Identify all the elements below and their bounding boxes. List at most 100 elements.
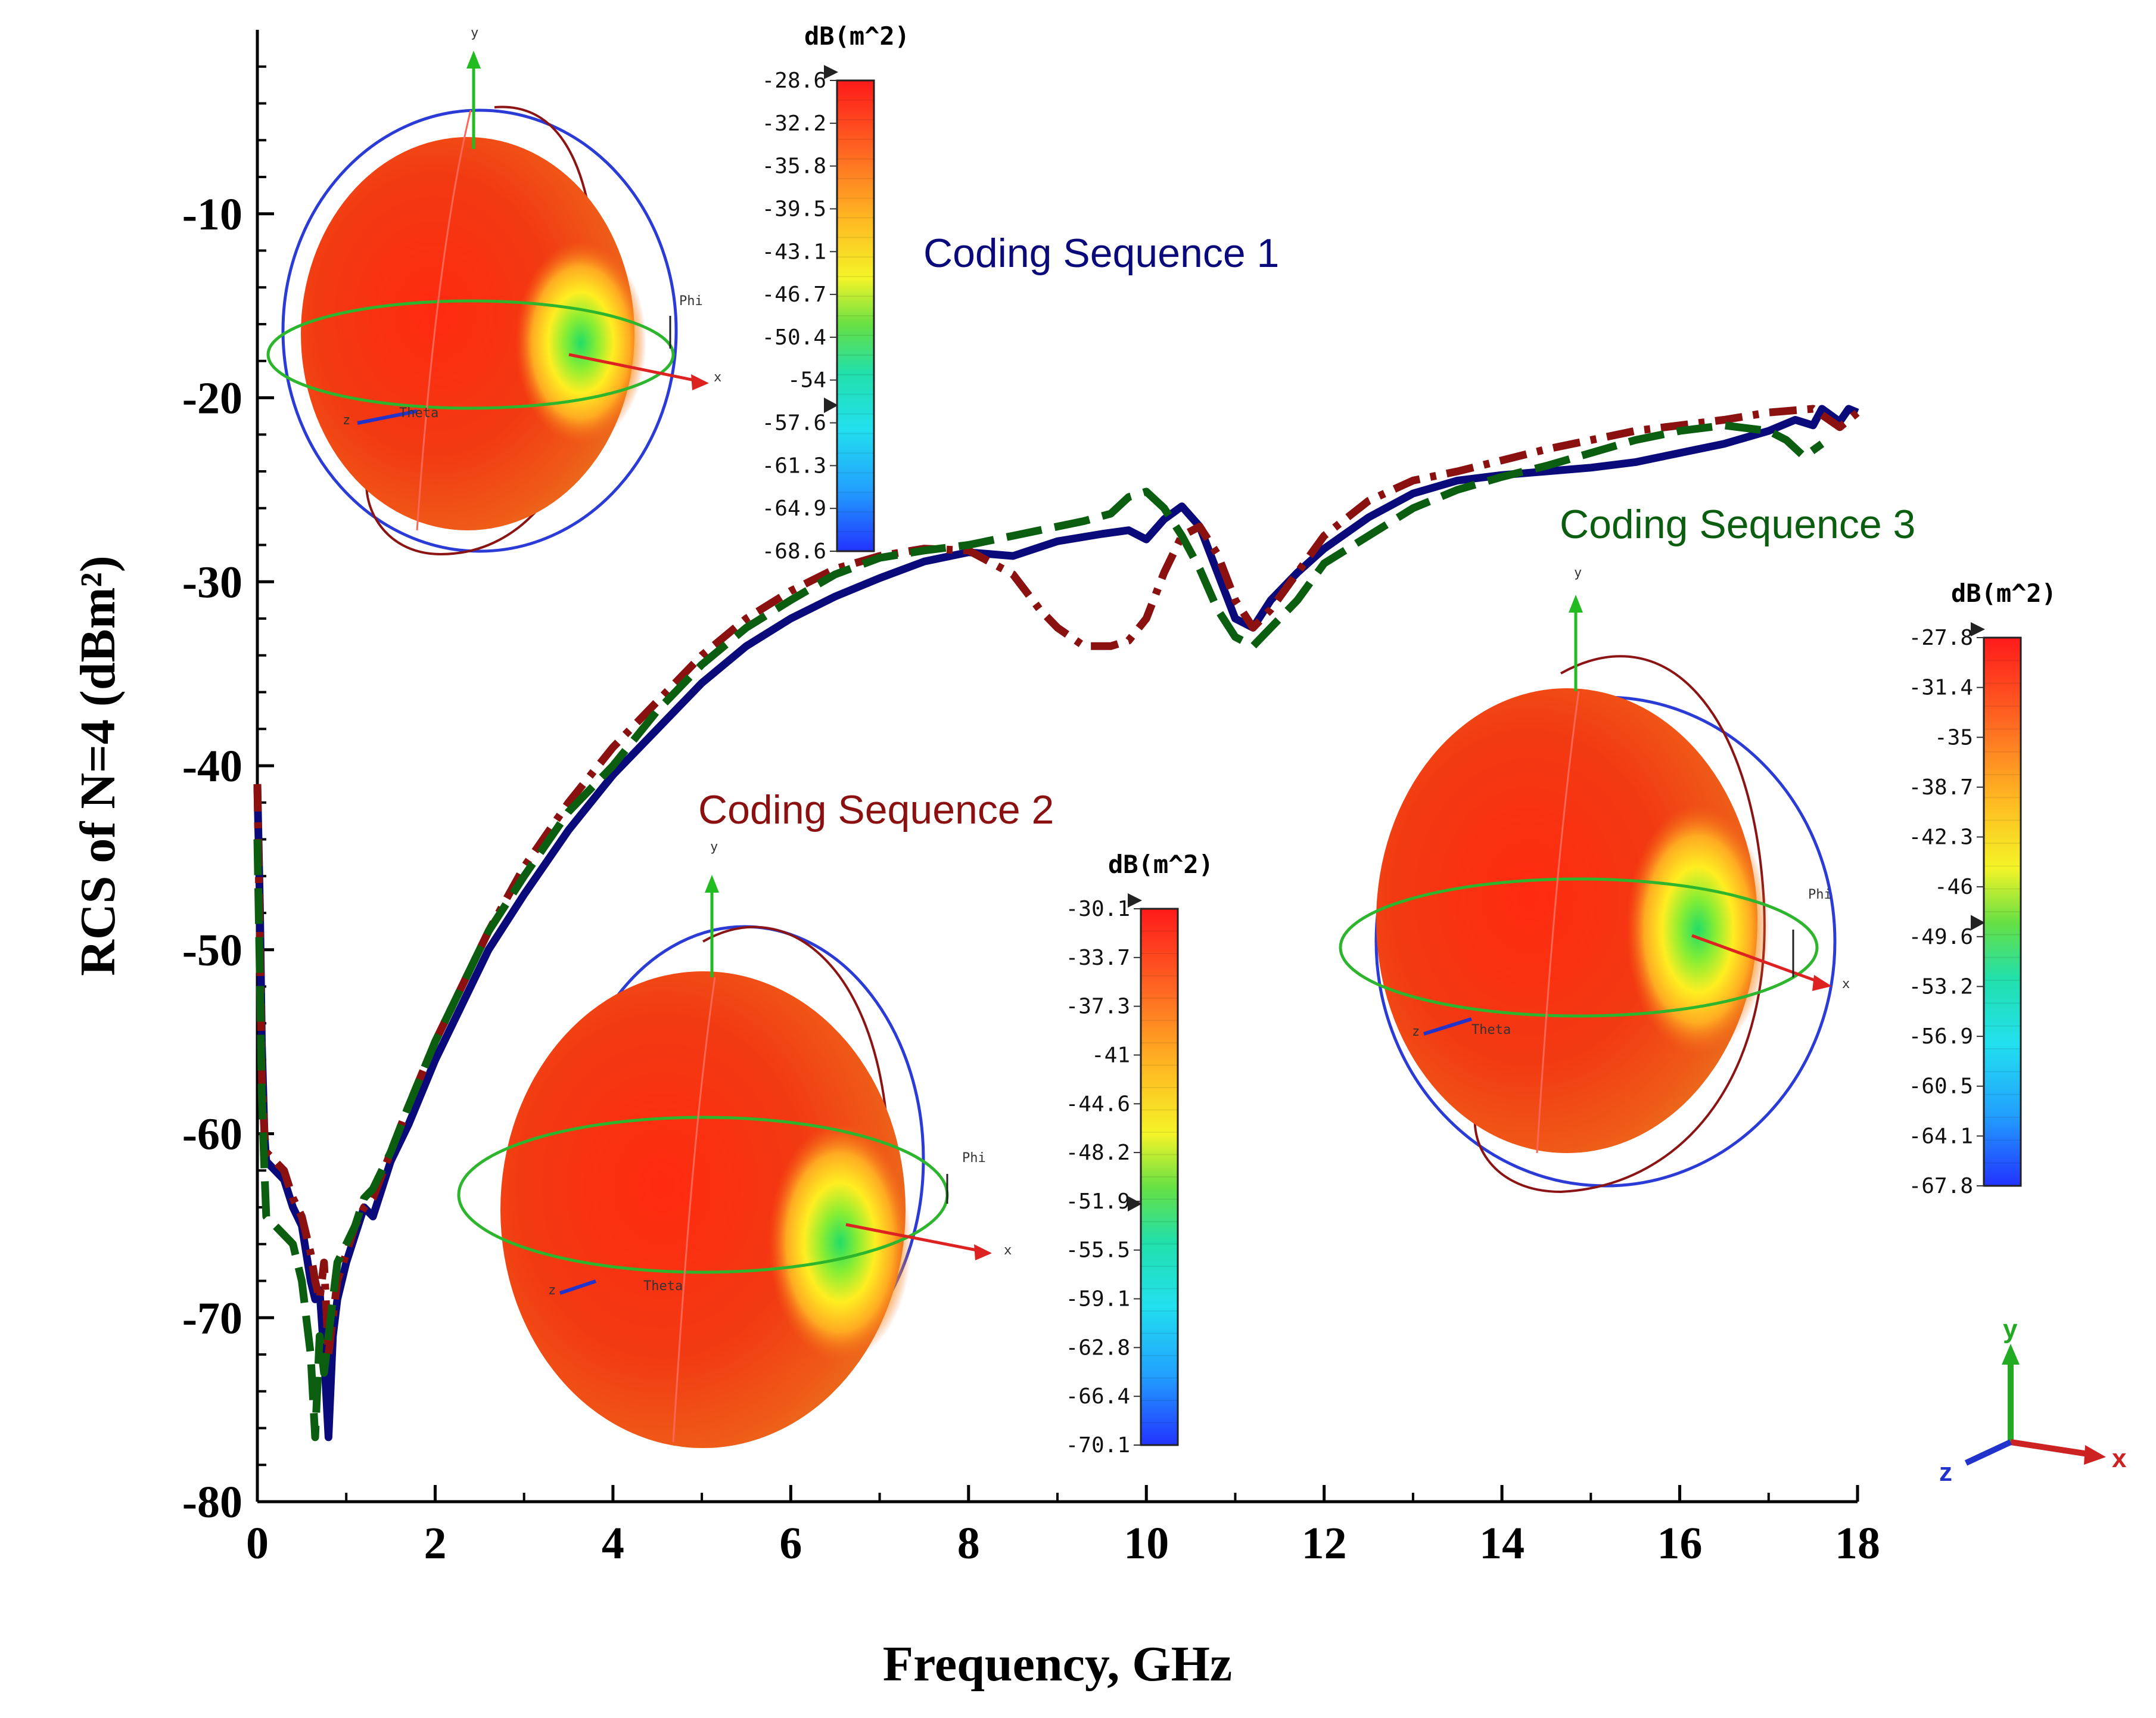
colorbar-tick-label: -54 [788, 368, 826, 393]
series-line-3 [253, 421, 1825, 1441]
colorbar-tick-label: -56.9 [1909, 1024, 1973, 1049]
theta-label-1: Theta [399, 406, 438, 421]
meridian-1 [416, 110, 472, 531]
x-tick-label: 8 [957, 1518, 980, 1568]
triad-x-axis [2010, 1439, 2089, 1457]
colorbar-tick-label: -57.6 [762, 411, 826, 436]
colorbar-3: dB(m^2) -27.8 -31.4 -35 -38.7 -42.3 -46 -49.6 -5… [1909, 579, 2057, 1198]
x-arrow-2 [845, 1223, 984, 1253]
colorbar-tick-label: -46.7 [762, 282, 826, 307]
x-arrowhead-2 [974, 1244, 992, 1260]
y-tick-label: -80 [182, 1477, 242, 1527]
triad-z-label: z [1939, 1458, 1952, 1487]
y-tick-label: -70 [182, 1293, 242, 1343]
colorbar-value-marker [1128, 1196, 1142, 1211]
x-tick-label: 12 [1302, 1518, 1347, 1568]
x-arrow-1 [568, 353, 701, 383]
sphere-hotspot-1 [515, 241, 646, 444]
colorbar-tick-label: -32.2 [762, 111, 826, 136]
x-arrow-3 [1691, 934, 1824, 985]
z-arrow-1 [357, 409, 418, 425]
pattern-inset-3: y x z Theta Phi [1339, 566, 1850, 1194]
z-label-1: z [343, 413, 350, 428]
colorbar-tick-label: -66.4 [1066, 1384, 1130, 1409]
green-ring-3 [1339, 877, 1819, 1018]
colorbar-tick-label: -48.2 [1066, 1141, 1130, 1165]
triad-x-label: x [2112, 1444, 2127, 1473]
colorbar-tick-label: -64.9 [762, 496, 826, 521]
pattern-inset-1: y x z Theta Phi [266, 26, 721, 556]
colorbar-tick-label: -38.7 [1909, 775, 1973, 800]
x-label-2: x [1004, 1243, 1012, 1258]
colorbar-tick-label: -41 [1091, 1043, 1130, 1067]
z-label-3: z [1412, 1024, 1420, 1039]
z-arrow-3 [1423, 1017, 1472, 1036]
colorbar-max-marker [1971, 622, 1985, 636]
x-tick-label: 10 [1124, 1518, 1169, 1568]
colorbar-tick-label: -27.8 [1909, 626, 1973, 650]
colorbar-title: dB(m^2) [804, 21, 910, 51]
meridian-3 [1536, 691, 1580, 1154]
triad-y-arrowhead [2002, 1344, 2020, 1365]
colorbar-value-marker [1971, 915, 1985, 931]
x-tick-label: 6 [779, 1518, 802, 1568]
colorbar-value-marker [824, 397, 838, 414]
colorbar-tick-label: -61.3 [762, 453, 826, 478]
axes: -10 -20 -30 -40 -50 -60 -70 -800 2 4 6 8 10 12 14 16 18 F… [70, 30, 1880, 1692]
x-tick-label: 16 [1657, 1518, 1703, 1568]
y-tick-label: -60 [182, 1110, 242, 1160]
label-coding-sequence-1: Coding Sequence 1 [923, 231, 1279, 276]
colorbar-tick-label: -44.6 [1066, 1092, 1130, 1116]
x-arrowhead-1 [691, 374, 709, 390]
colorbar-tick-label: -60.5 [1909, 1074, 1973, 1099]
colorbar-max-marker [1128, 893, 1142, 908]
green-ring-1 [266, 299, 675, 410]
theta-label-3: Theta [1471, 1023, 1511, 1037]
phi-label-3: Phi [1808, 887, 1832, 902]
y-label-1: y [471, 26, 478, 41]
y-tick-label: -30 [182, 557, 242, 607]
colorbar-tick-label: -37.3 [1066, 995, 1130, 1019]
z-arrow-2 [559, 1279, 596, 1295]
colorbar-tick-label: -49.6 [1909, 925, 1973, 949]
blue-ring-1 [281, 108, 678, 553]
sphere-hotspot-2 [769, 1123, 911, 1362]
series-line-2 [253, 405, 1861, 1359]
colorbar-tick-label: -70.1 [1066, 1433, 1130, 1458]
x-arrowhead-3 [1812, 975, 1832, 991]
orientation-triad: y x z [1939, 1315, 2127, 1487]
label-coding-sequence-2: Coding Sequence 2 [698, 787, 1054, 832]
colorbar-tick-label: -35 [1934, 725, 1973, 750]
y-tick-label: -40 [182, 741, 242, 791]
phi-label-1: Phi [679, 294, 703, 309]
colorbar-tick-label: -53.2 [1909, 974, 1973, 999]
colorbar-tick-label: -43.1 [762, 240, 826, 264]
colorbar-tick-label: -42.3 [1909, 825, 1973, 850]
colorbar-tick-label: -35.8 [762, 154, 826, 179]
colorbar-gradient [1983, 636, 2022, 1187]
theta-label-2: Theta [643, 1279, 683, 1294]
colorbar-2: dB(m^2) -30.1 -33.7 -37.3 -41 -44.6 -48.2 -51.9… [1066, 850, 1214, 1458]
colorbar-gradient [836, 79, 875, 552]
y-label-3: y [1574, 566, 1582, 580]
colorbar-tick-label: -59.1 [1066, 1287, 1130, 1312]
x-tick-label: 18 [1835, 1518, 1880, 1568]
meridian-2 [672, 977, 716, 1443]
x-tick-label: 0 [246, 1518, 269, 1568]
colorbar-gradient [1140, 908, 1179, 1446]
pattern-inset-2: y x z Theta Phi [457, 840, 1012, 1448]
x-tick-label: 2 [424, 1518, 446, 1568]
x-label-1: x [714, 370, 721, 385]
colorbar-tick-label: -51.9 [1066, 1189, 1130, 1214]
y-tick-label: -10 [182, 189, 242, 240]
x-axis-title: Frequency, GHz [883, 1636, 1232, 1692]
y-arrowhead-3 [1569, 595, 1583, 613]
x-tick-label: 4 [602, 1518, 624, 1568]
colorbar-tick-label: -50.4 [762, 325, 826, 350]
colorbar-title: dB(m^2) [1951, 579, 2057, 608]
colorbar-tick-label: -55.5 [1066, 1238, 1130, 1263]
phi-label-2: Phi [962, 1151, 986, 1166]
colorbar-tick-label: -31.4 [1909, 676, 1973, 700]
triad-x-arrowhead [2084, 1445, 2106, 1465]
